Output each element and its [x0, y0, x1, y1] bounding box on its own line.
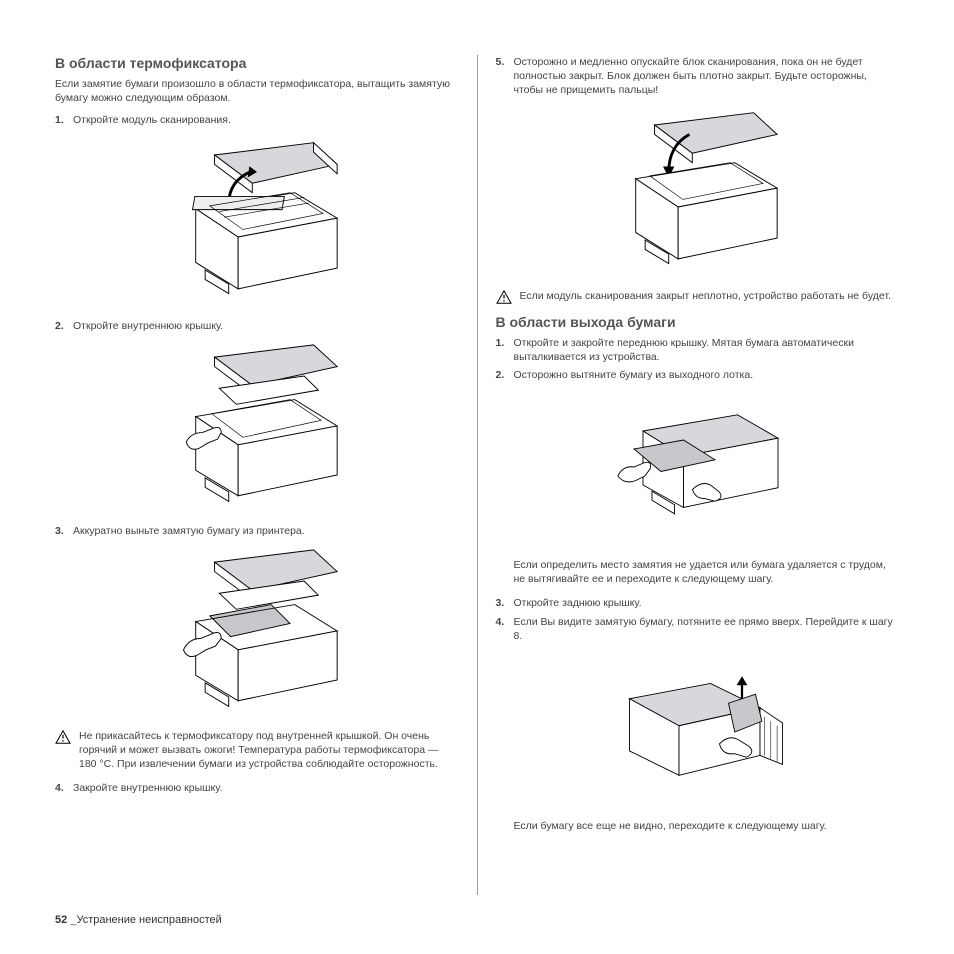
figure-remove-paper [55, 548, 459, 713]
figure-pull-paper-front [496, 392, 900, 542]
printer-rear-icon [607, 653, 787, 803]
step-text: Если Вы видите замятую бумагу, потяните … [514, 615, 900, 643]
section-heading-fuser: В области термофиксатора [55, 55, 459, 71]
note-text: Если определить место замятия не удается… [514, 558, 900, 586]
figure-open-scanner [55, 138, 459, 303]
printer-inner-cover-icon [162, 343, 352, 508]
warning-hot-fuser: Не прикасайтесь к термофиксатору под вну… [55, 729, 459, 772]
two-column-layout: В области термофиксатора Если замятие бу… [55, 55, 899, 895]
step-text: Осторожно и медленно опускайте блок скан… [514, 55, 900, 98]
step-r2: 2. Осторожно вытяните бумагу из выходног… [496, 368, 900, 382]
page-footer: 52 _Устранение неисправностей [55, 914, 222, 926]
step-text: Закройте внутреннюю крышку. [73, 781, 459, 795]
figure-rear-cover [496, 653, 900, 803]
step-number: 4. [55, 781, 73, 795]
caution-icon [496, 290, 512, 304]
step-number: 5. [496, 55, 514, 98]
note-text-2: Если бумагу все еще не видно, переходите… [514, 819, 900, 833]
step-r4: 4. Если Вы видите замятую бумагу, потяни… [496, 615, 900, 643]
step-text: Откройте модуль сканирования. [73, 113, 459, 127]
step-1: 1. Откройте модуль сканирования. [55, 113, 459, 127]
warning-text: Не прикасайтесь к термофиксатору под вну… [79, 729, 459, 772]
step-number: 3. [496, 596, 514, 610]
printer-open-icon [162, 138, 352, 303]
printer-close-icon [602, 108, 792, 273]
step-r1: 1. Откройте и закройте переднюю крышку. … [496, 336, 900, 364]
step-number: 1. [55, 113, 73, 127]
step-5: 5. Осторожно и медленно опускайте блок с… [496, 55, 900, 98]
step-number: 3. [55, 524, 73, 538]
left-column: В области термофиксатора Если замятие бу… [55, 55, 477, 895]
step-text: Откройте заднюю крышку. [514, 596, 900, 610]
warning-text: Если модуль сканирования закрыт неплотно… [520, 289, 891, 303]
caution-icon [55, 730, 71, 744]
step-r3: 3. Откройте заднюю крышку. [496, 596, 900, 610]
step-text: Откройте и закройте переднюю крышку. Мят… [514, 336, 900, 364]
printer-remove-paper-icon [162, 548, 352, 713]
step-2: 2. Откройте внутреннюю крышку. [55, 319, 459, 333]
right-column: 5. Осторожно и медленно опускайте блок с… [477, 55, 900, 895]
figure-open-inner-cover [55, 343, 459, 508]
step-number: 2. [496, 368, 514, 382]
figure-close-scanner [496, 108, 900, 273]
section-heading-output: В области выхода бумаги [496, 314, 900, 330]
step-text: Откройте внутреннюю крышку. [73, 319, 459, 333]
step-number: 2. [55, 319, 73, 333]
footer-title: Устранение неисправностей [76, 914, 221, 926]
warning-close-properly: Если модуль сканирования закрыт неплотно… [496, 289, 900, 304]
step-text: Аккуратно выньте замятую бумагу из принт… [73, 524, 459, 538]
step-number: 4. [496, 615, 514, 643]
step-text: Осторожно вытяните бумагу из выходного л… [514, 368, 900, 382]
page-number: 52 [55, 914, 67, 926]
step-3: 3. Аккуратно выньте замятую бумагу из пр… [55, 524, 459, 538]
printer-pull-front-icon [607, 392, 787, 542]
step-number: 1. [496, 336, 514, 364]
step-4: 4. Закройте внутреннюю крышку. [55, 781, 459, 795]
intro-text: Если замятие бумаги произошло в области … [55, 77, 459, 105]
